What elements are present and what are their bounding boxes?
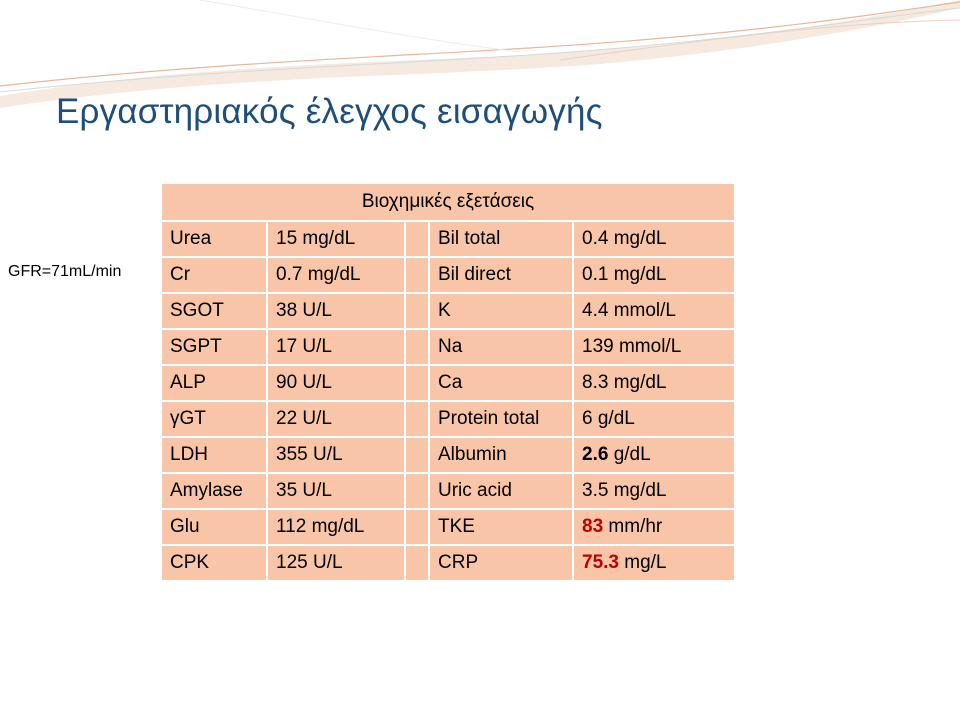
column-gap [404, 544, 430, 582]
test-value: 15 mg/dL [266, 220, 406, 258]
test-value: 3.5 mg/dL [571, 472, 737, 510]
gfr-label: GFR=71mL/min [8, 263, 122, 280]
albumin-value-unit: g/dL [608, 444, 651, 465]
table-row: LDH 355 U/L Albumin 2.6 g/dL [160, 436, 737, 474]
table-row: γGT 22 U/L Protein total 6 g/dL [160, 400, 737, 438]
table-row: SGOT 38 U/L K 4.4 mmol/L [160, 292, 737, 330]
table-row: CPK 125 U/L CRP 75.3 mg/L [160, 544, 737, 582]
test-value: 355 U/L [266, 436, 406, 474]
column-gap [404, 364, 430, 402]
test-value: 4.4 mmol/L [571, 292, 737, 330]
test-name: CRP [428, 544, 574, 582]
column-gap [404, 400, 430, 438]
test-value: 0.1 mg/dL [571, 256, 737, 294]
albumin-value-number: 2.6 [582, 444, 609, 465]
test-value: 139 mmol/L [571, 328, 737, 366]
test-value: 22 U/L [266, 400, 406, 438]
test-name: Cr [160, 256, 268, 294]
esr-value-number: 83 [582, 516, 604, 537]
test-value: 38 U/L [266, 292, 406, 330]
column-gap [404, 508, 430, 546]
table-row: Urea 15 mg/dL Bil total 0.4 mg/dL [160, 220, 737, 258]
test-name: LDH [160, 436, 268, 474]
table-row: ALP 90 U/L Ca 8.3 mg/dL [160, 364, 737, 402]
test-value: 35 U/L [266, 472, 406, 510]
column-gap [404, 220, 430, 258]
test-name: Ca [428, 364, 574, 402]
column-gap [404, 292, 430, 330]
test-value: 17 U/L [266, 328, 406, 366]
table-row: Amylase 35 U/L Uric acid 3.5 mg/dL [160, 472, 737, 510]
biochemistry-table: Βιοχημικές εξετάσεις Urea 15 mg/dL Bil t… [159, 182, 737, 582]
test-value: 0.4 mg/dL [571, 220, 737, 258]
column-gap [404, 436, 430, 474]
column-gap [404, 328, 430, 366]
column-gap [404, 256, 430, 294]
test-name: Uric acid [428, 472, 574, 510]
test-name: Protein total [428, 400, 574, 438]
test-name: γGT [160, 400, 268, 438]
test-name: Glu [160, 508, 268, 546]
test-value: 112 mg/dL [266, 508, 406, 546]
test-value: 6 g/dL [571, 400, 737, 438]
crp-value-unit: mg/L [618, 552, 667, 573]
test-name: Na [428, 328, 574, 366]
test-value: 125 U/L [266, 544, 406, 582]
test-name: Urea [160, 220, 268, 258]
test-name: Albumin [428, 436, 574, 474]
column-gap [404, 472, 430, 510]
test-value: 83 mm/hr [571, 508, 737, 546]
table-row: Cr 0.7 mg/dL Bil direct 0.1 mg/dL [160, 256, 737, 294]
test-value: 0.7 mg/dL [266, 256, 406, 294]
test-name: CPK [160, 544, 268, 582]
test-name: TKE [428, 508, 574, 546]
test-name: K [428, 292, 574, 330]
test-name: SGOT [160, 292, 268, 330]
test-name: SGPT [160, 328, 268, 366]
test-value: 75.3 mg/L [571, 544, 737, 582]
test-name: Bil direct [428, 256, 574, 294]
table-row: SGPT 17 U/L Na 139 mmol/L [160, 328, 737, 366]
test-name: Amylase [160, 472, 268, 510]
crp-value-number: 75.3 [582, 552, 619, 573]
test-name: Bil total [428, 220, 574, 258]
test-value: 2.6 g/dL [571, 436, 737, 474]
table-header-row: Βιοχημικές εξετάσεις [159, 182, 737, 222]
slide-title: Εργαστηριακός έλεγχος εισαγωγής [56, 92, 603, 131]
test-value: 8.3 mg/dL [571, 364, 737, 402]
table-row: Glu 112 mg/dL TKE 83 mm/hr [160, 508, 737, 546]
esr-value-unit: mm/hr [603, 516, 663, 537]
test-value: 90 U/L [266, 364, 406, 402]
test-name: ALP [160, 364, 268, 402]
table-header: Βιοχημικές εξετάσεις [159, 182, 737, 222]
